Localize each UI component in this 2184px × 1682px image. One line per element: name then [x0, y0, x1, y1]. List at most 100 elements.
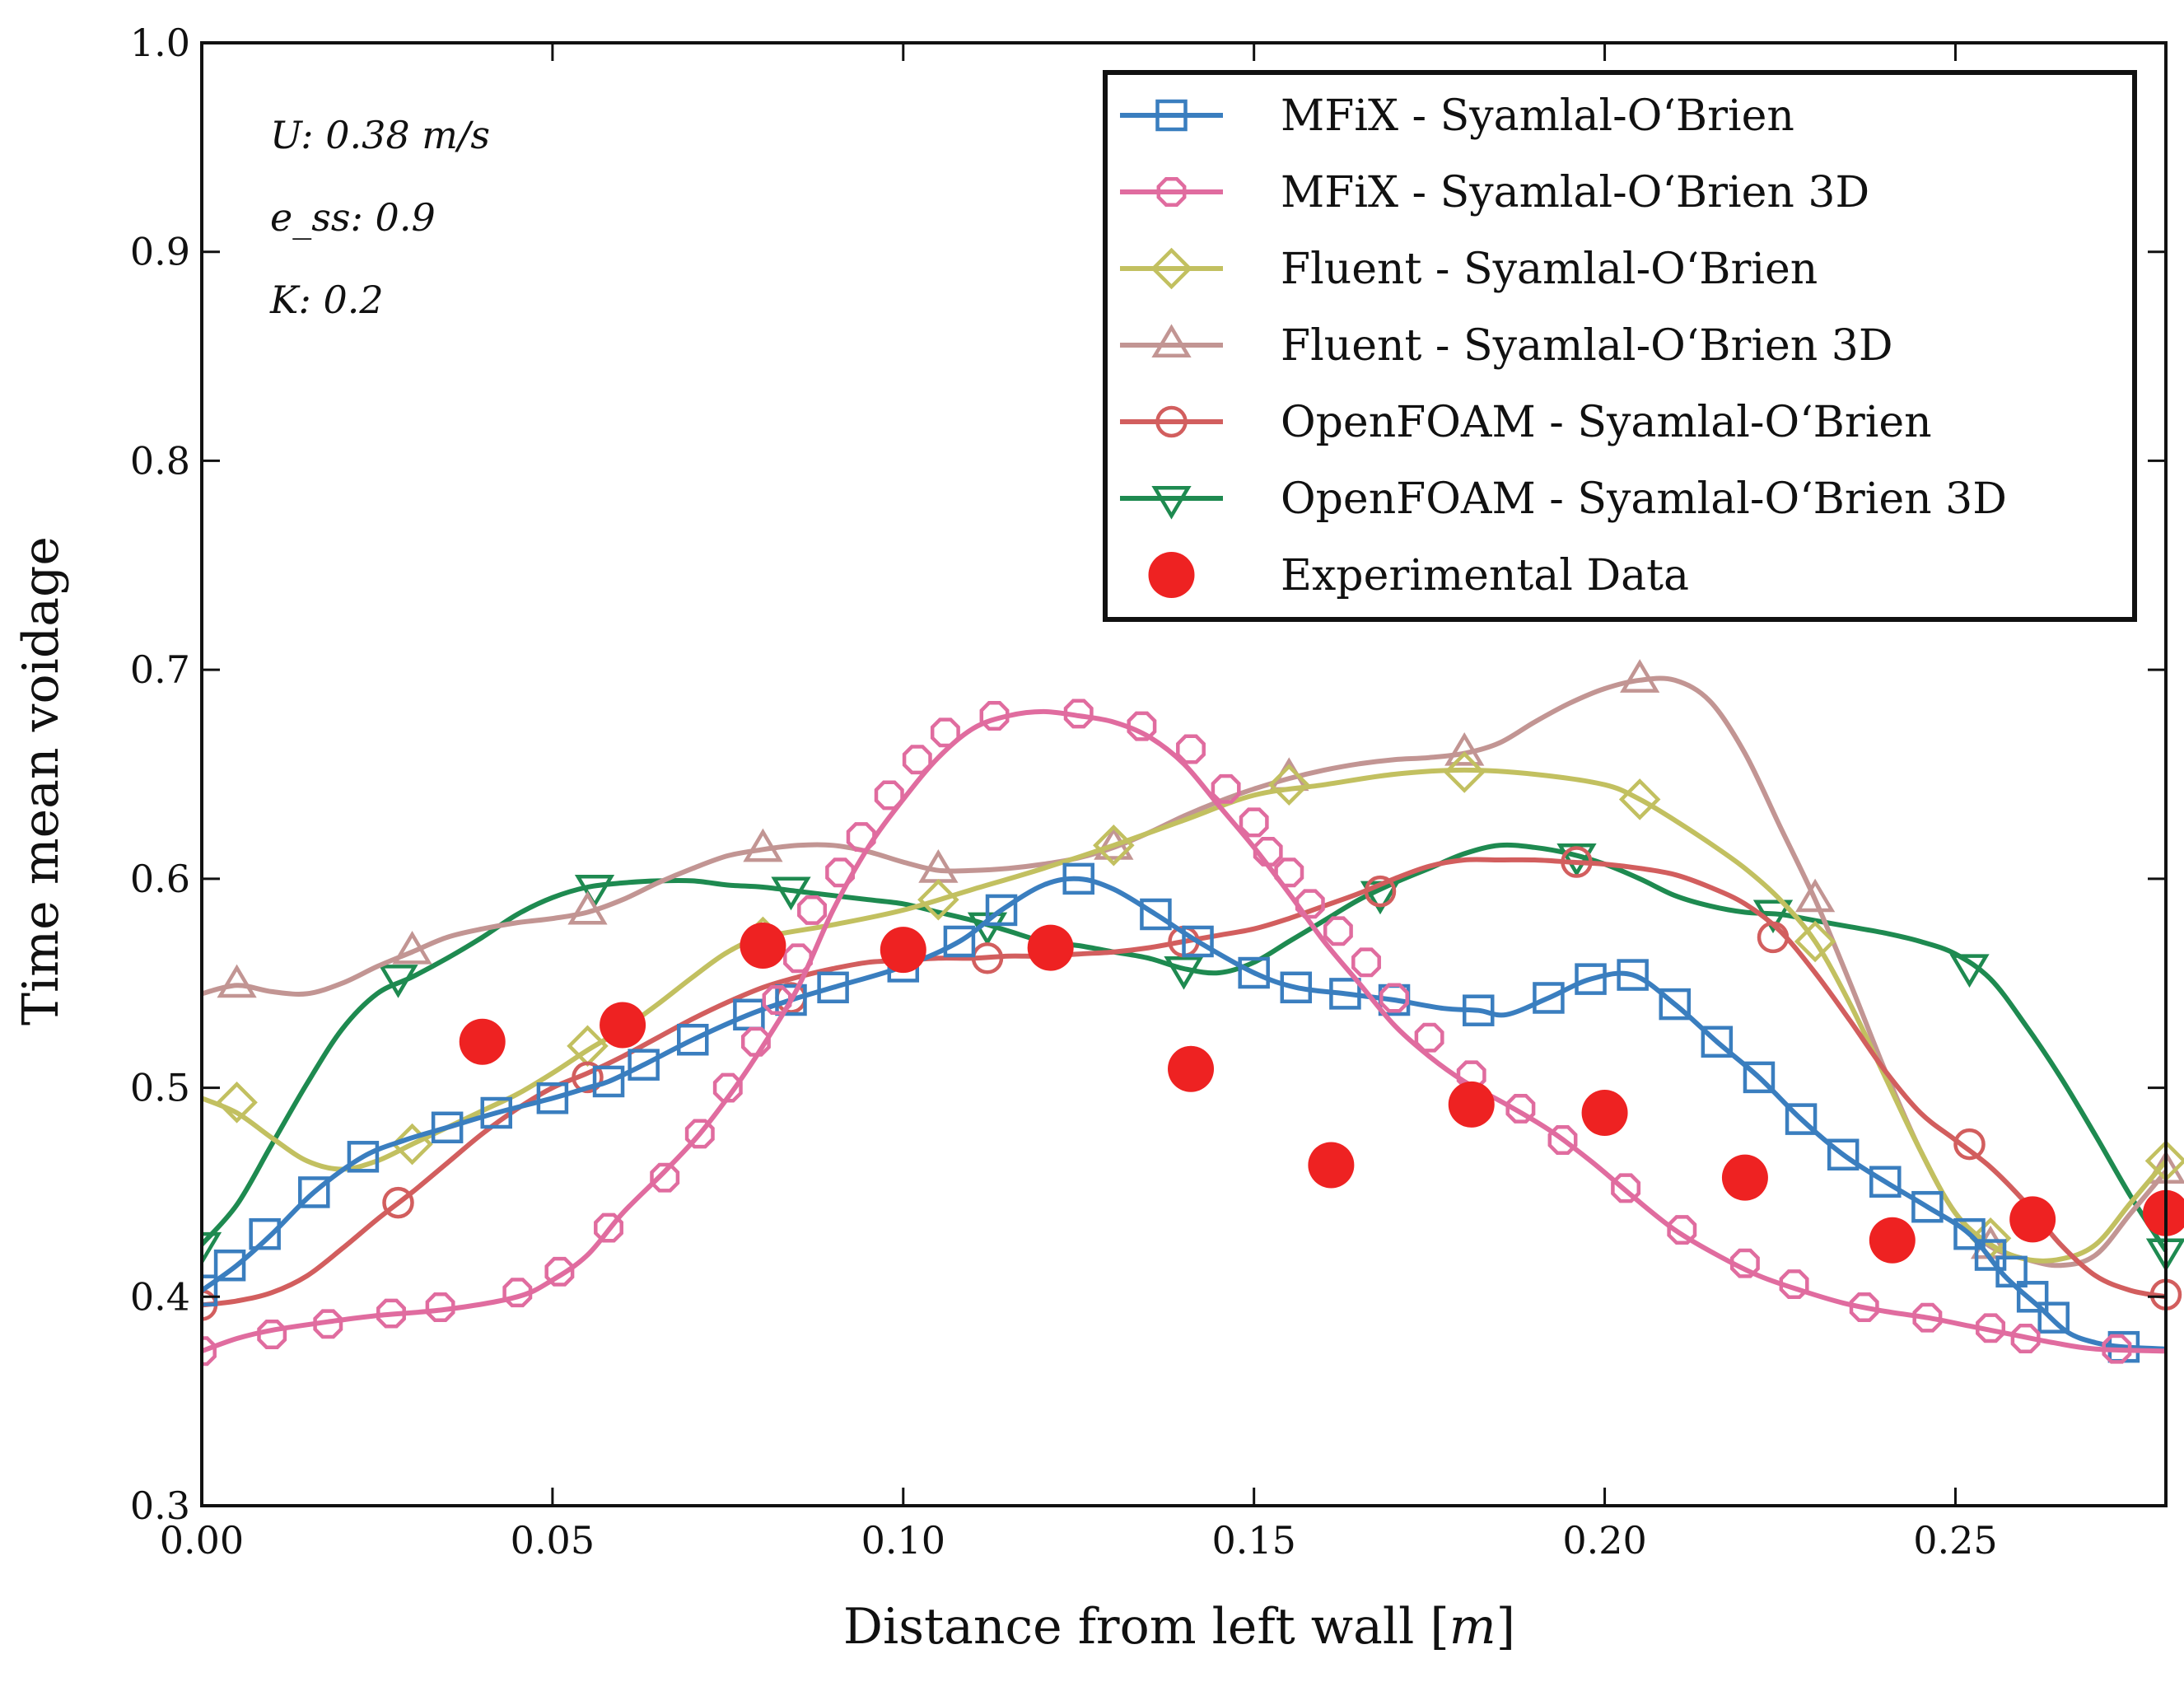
- series-marker: [1280, 971, 1313, 1004]
- legend-swatch-marker: [1155, 99, 1188, 132]
- series-marker: [594, 1212, 623, 1243]
- series-marker: [1364, 875, 1397, 908]
- series-marker: [1093, 824, 1135, 867]
- series-marker: [2037, 1301, 2070, 1334]
- series-marker: [1329, 978, 1361, 1010]
- series-marker: [425, 1292, 455, 1322]
- series-line: [202, 708, 2167, 1354]
- x-tick-label: 0.10: [861, 1518, 945, 1563]
- data-series-layer: [202, 659, 2184, 1367]
- series-marker: [382, 1186, 414, 1219]
- series-line: [202, 857, 2167, 1308]
- series-marker: [202, 1231, 222, 1266]
- y-tick-label: 1.0: [130, 21, 190, 65]
- x-tick-label: 0.15: [1211, 1518, 1295, 1563]
- experimental-point: [2143, 1189, 2184, 1236]
- series-marker: [1729, 1248, 1760, 1278]
- series-marker: [1794, 920, 1836, 963]
- series-marker: [202, 1274, 218, 1306]
- series-marker: [775, 984, 807, 1016]
- series-marker: [902, 745, 932, 775]
- series-marker: [592, 1065, 625, 1098]
- series-marker: [572, 1061, 604, 1094]
- legend-label: Fluent - Syamlal-O‘Brien 3D: [1281, 321, 1893, 371]
- series-marker: [1976, 1313, 2006, 1343]
- legend-label: Experimental Data: [1281, 551, 1689, 600]
- series-marker: [1063, 698, 1094, 729]
- series-marker: [684, 1119, 715, 1149]
- series-marker: [1911, 1190, 1944, 1223]
- experimental-point: [880, 927, 926, 974]
- series-marker: [217, 964, 257, 998]
- axis-tick-labels: 0.00 0.05 0.10 0.15 0.20 0.25 0.3 0.4 0.5 0.6 0.7 0…: [130, 21, 1998, 1563]
- series-marker: [1547, 1125, 1578, 1155]
- series-marker: [574, 875, 615, 909]
- series-marker: [480, 1096, 512, 1129]
- series-marker: [740, 1026, 771, 1057]
- series-marker: [846, 822, 876, 853]
- series-marker: [1238, 956, 1270, 989]
- series-marker: [1827, 1138, 1860, 1171]
- legend-swatch-marker: [1155, 405, 1188, 438]
- x-tick-label: 0.00: [160, 1518, 244, 1563]
- series-marker: [1611, 1173, 1641, 1203]
- series-marker: [1140, 898, 1172, 931]
- experimental-point: [1721, 1154, 1768, 1201]
- series-marker: [677, 1023, 709, 1056]
- experimental-point: [1869, 1217, 1916, 1264]
- legend-label: MFiX - Syamlal-O‘Brien 3D: [1281, 168, 1869, 217]
- series-marker: [1414, 1022, 1444, 1053]
- series-marker: [650, 1162, 680, 1193]
- series-marker: [797, 895, 828, 925]
- x-tick-label: 0.20: [1562, 1518, 1646, 1563]
- series-marker: [762, 985, 792, 1015]
- series-marker: [1505, 1093, 1536, 1124]
- series-marker: [1743, 1061, 1776, 1094]
- series-marker: [712, 1072, 743, 1103]
- series-marker: [1239, 807, 1269, 838]
- series-marker: [943, 925, 976, 958]
- legend-label: OpenFOAM - Syamlal-O‘Brien 3D: [1281, 474, 2007, 524]
- legend-label: Fluent - Syamlal-O‘Brien: [1281, 245, 1818, 294]
- series-marker: [817, 971, 849, 1004]
- legend-swatch-marker: [1151, 324, 1192, 357]
- series-marker: [1953, 1128, 1986, 1161]
- series-marker: [202, 1336, 217, 1367]
- series-marker: [213, 1249, 246, 1282]
- legend-swatch-marker: [1151, 486, 1192, 520]
- series-marker: [1620, 659, 1660, 693]
- series-marker: [1575, 963, 1607, 995]
- series-marker: [1379, 983, 1409, 1013]
- series-marker: [347, 1141, 380, 1173]
- y-tick-label: 0.6: [130, 857, 190, 901]
- series-marker: [1757, 921, 1790, 954]
- legend: MFiX - Syamlal-O‘Brien MFiX - Syamlal-O‘B…: [1103, 70, 2137, 622]
- experimental-point: [459, 1018, 506, 1065]
- series-marker: [1267, 764, 1310, 806]
- series-marker: [1351, 947, 1381, 978]
- series-marker: [1618, 778, 1661, 820]
- series-marker: [1794, 878, 1836, 913]
- series-marker: [1953, 1217, 1986, 1250]
- experimental-point: [1448, 1081, 1495, 1128]
- series-marker: [1176, 734, 1206, 764]
- x-tick-label: 0.25: [1913, 1518, 1997, 1563]
- series-marker: [628, 1049, 660, 1081]
- series-marker: [1912, 1302, 1943, 1333]
- series-marker: [1211, 773, 1241, 804]
- series-line: [202, 842, 2168, 1253]
- y-tick-label: 0.8: [130, 438, 190, 483]
- experimental-point: [1027, 924, 1074, 971]
- series-marker: [216, 1082, 258, 1124]
- series-marker: [1253, 836, 1283, 867]
- series-marker: [567, 890, 608, 925]
- series-marker: [502, 1278, 533, 1308]
- series-marker: [391, 1123, 433, 1166]
- series-square: [202, 862, 2167, 1363]
- annotation-ess: e_ss: 0.9: [270, 195, 436, 240]
- series-marker: [298, 1176, 330, 1208]
- series-marker: [1444, 731, 1485, 766]
- series-marker: [1295, 889, 1325, 919]
- series-marker: [1274, 857, 1304, 888]
